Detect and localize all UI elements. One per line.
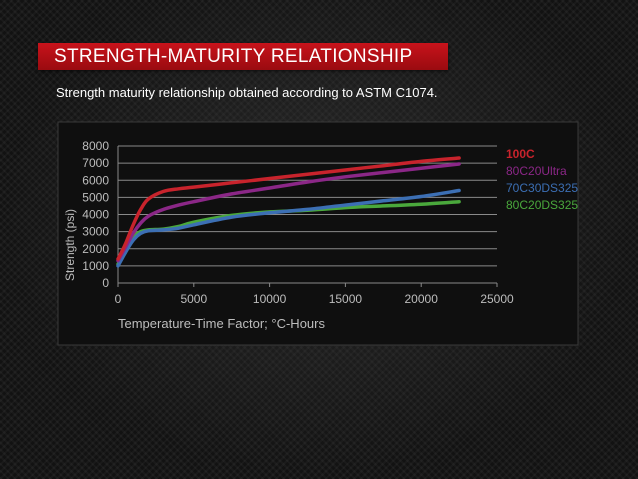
x-tick-label: 20000: [405, 292, 439, 306]
x-axis-label: Temperature-Time Factor; °C-Hours: [118, 316, 325, 331]
legend-entry-80c20ultra: 80C20Ultra: [506, 164, 567, 178]
x-tick-label: 15000: [329, 292, 363, 306]
series-line-100c: [116, 156, 461, 261]
x-tick-label: 0: [115, 292, 122, 306]
slide-title-bar: STRENGTH-MATURITY RELATIONSHIP: [38, 43, 448, 70]
legend-entry-80c20ds325: 80C20DS325: [506, 198, 578, 212]
x-tick-label: 25000: [480, 292, 514, 306]
y-tick-label: 6000: [82, 173, 109, 187]
x-tick-label: 10000: [253, 292, 287, 306]
legend-entry-70c30ds325: 70C30DS325: [506, 181, 578, 195]
y-tick-label: 7000: [82, 156, 109, 170]
series-line-70c30ds325: [116, 188, 461, 268]
y-tick-label: 8000: [82, 139, 109, 153]
legend-entry-100c: 100C: [506, 147, 535, 161]
chart-gridlines: [118, 145, 497, 284]
y-tick-label: 0: [102, 276, 109, 290]
series-line-80c20ultra: [116, 162, 461, 263]
slide-title: STRENGTH-MATURITY RELATIONSHIP: [54, 46, 413, 67]
x-tick-label: 5000: [180, 292, 207, 306]
y-tick-label: 2000: [82, 242, 109, 256]
chart-axes: 0 1000 2000 3000 4000 5000 6000 7000 8000 0 5000 10…: [82, 139, 514, 306]
y-tick-label: 5000: [82, 190, 109, 204]
chart-panel: [57, 121, 579, 346]
y-tick-label: 1000: [82, 259, 109, 273]
slide-subtitle: Strength maturity relationship obtained …: [56, 85, 438, 100]
y-tick-label: 3000: [82, 225, 109, 239]
chart-legend: 100C 80C20Ultra 70C30DS325 80C20DS325: [506, 147, 578, 212]
y-axis-label: Strength (psi): [63, 209, 77, 281]
y-tick-label: 4000: [82, 208, 109, 222]
chart-series: [116, 156, 461, 268]
series-line-80c20ds325: [116, 199, 461, 266]
